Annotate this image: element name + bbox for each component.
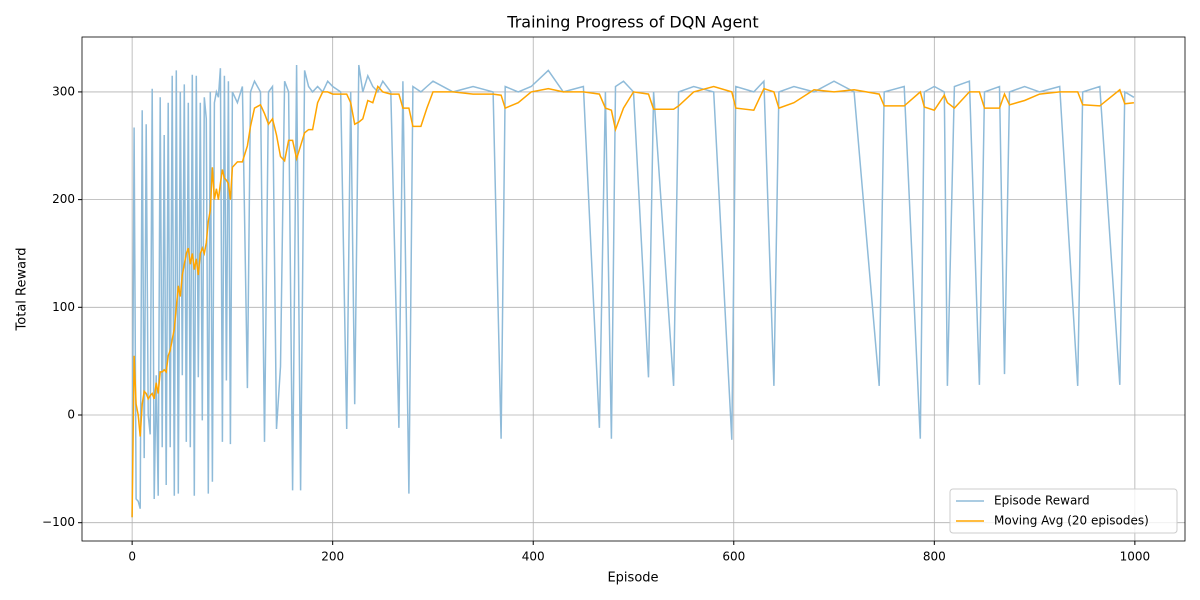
legend-label: Episode Reward [994, 494, 1090, 508]
y-tick-label: 0 [67, 408, 75, 422]
x-tick-label: 0 [128, 550, 136, 564]
x-tick-label: 1000 [1120, 550, 1151, 564]
legend-box [949, 488, 1178, 534]
y-tick-label: 300 [52, 84, 75, 98]
plot-frame [81, 36, 1186, 542]
legend-label: Moving Avg (20 episodes) [994, 514, 1149, 528]
x-tick-label: 800 [923, 550, 946, 564]
x-tick-label: 200 [321, 550, 344, 564]
x-axis-label: Episode [607, 571, 658, 586]
y-tick-label: −100 [42, 515, 75, 529]
y-tick-label: 200 [52, 192, 75, 206]
series-line [131, 64, 1135, 518]
x-tick-label: 600 [722, 550, 745, 564]
y-axis-label: Total Reward [15, 248, 30, 332]
chart-title: Training Progress of DQN Agent [506, 13, 758, 32]
y-tick-label: 100 [52, 300, 75, 314]
series-line [131, 85, 1134, 518]
x-tick-label: 400 [522, 550, 545, 564]
